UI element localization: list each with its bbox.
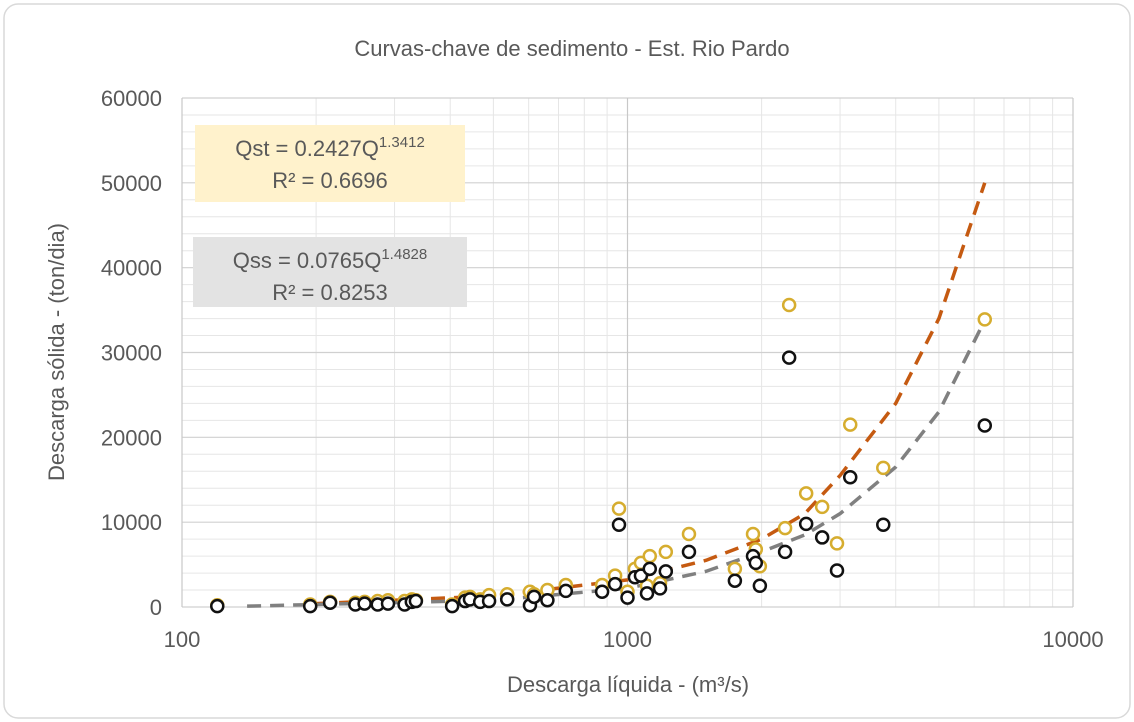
annotation-r2: R² = 0.8253 <box>272 280 388 305</box>
data-point <box>829 563 845 578</box>
data-point <box>408 593 424 609</box>
data-point <box>977 418 993 433</box>
data-point <box>444 598 460 614</box>
data-point <box>777 520 793 536</box>
annotation-equation: Qss = 0.0765Q1.4828 <box>233 246 427 273</box>
data-point <box>681 526 697 542</box>
data-point <box>977 312 993 327</box>
chart-title: Curvas-chave de sedimento - Est. Rio Par… <box>354 36 789 61</box>
y-tick-label: 50000 <box>101 171 162 196</box>
data-point <box>798 516 814 532</box>
y-tick-label: 30000 <box>101 341 162 366</box>
data-point <box>752 578 768 594</box>
data-point <box>540 592 555 608</box>
equation-text: Qst = 0.2427Q <box>235 136 379 161</box>
y-tick-label: 40000 <box>101 256 162 281</box>
x-tick-label: 100 <box>164 627 201 652</box>
equation-exponent: 1.4828 <box>381 246 427 263</box>
data-point <box>781 350 797 365</box>
y-tick-label: 10000 <box>101 510 162 535</box>
data-point <box>727 573 743 588</box>
data-point <box>814 530 830 545</box>
data-point <box>814 499 830 515</box>
data-point <box>607 576 623 592</box>
data-point <box>594 584 610 599</box>
trendline <box>247 319 987 608</box>
data-point <box>658 564 674 579</box>
data-point <box>681 544 697 560</box>
data-point <box>781 297 797 313</box>
data-point <box>210 598 225 614</box>
x-tick-label: 1000 <box>603 627 652 652</box>
data-point <box>380 596 396 611</box>
data-point <box>876 460 891 476</box>
annotation-box <box>195 125 465 202</box>
data-point <box>322 595 338 611</box>
data-point <box>639 586 655 601</box>
data-point <box>652 581 668 596</box>
y-tick-label: 60000 <box>101 86 162 111</box>
data-point <box>777 544 793 560</box>
data-point <box>620 590 635 605</box>
y-tick-label: 0 <box>150 595 162 620</box>
data-point <box>829 536 845 551</box>
data-point <box>302 598 318 614</box>
y-tick-label: 20000 <box>101 425 162 450</box>
annotation-equation: Qst = 0.2427Q1.3412 <box>235 134 425 161</box>
data-point <box>842 417 858 432</box>
annotation-box <box>193 237 467 307</box>
data-point <box>745 526 761 542</box>
data-point <box>481 593 497 609</box>
data-point <box>642 561 658 577</box>
data-point <box>727 561 743 577</box>
data-point <box>558 583 574 599</box>
data-point <box>611 501 627 516</box>
x-axis-label: Descarga líquida - (m³/s) <box>507 672 749 697</box>
data-point <box>526 589 542 605</box>
data-point <box>748 555 764 571</box>
data-point <box>642 548 658 564</box>
data-point <box>611 517 627 532</box>
equation-text: Qss = 0.0765Q <box>233 248 382 273</box>
equation-exponent: 1.3412 <box>379 134 425 151</box>
data-point <box>842 469 858 485</box>
data-point <box>658 544 674 560</box>
annotation-r2: R² = 0.6696 <box>272 168 388 193</box>
y-axis-label: Descarga sólida - (ton/dia) <box>44 223 69 481</box>
data-point <box>499 592 515 607</box>
data-point <box>798 486 814 501</box>
data-point <box>876 517 891 532</box>
trendline <box>316 182 987 606</box>
data-point <box>357 596 372 611</box>
chart-frame <box>3 3 1131 719</box>
x-tick-label: 10000 <box>1042 627 1103 652</box>
